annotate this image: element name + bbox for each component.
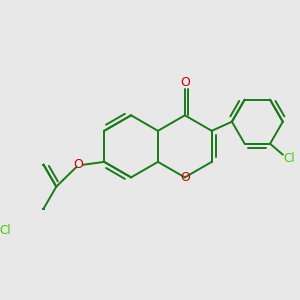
Text: O: O <box>180 171 190 184</box>
Text: O: O <box>74 158 84 171</box>
Text: O: O <box>180 76 190 89</box>
Text: Cl: Cl <box>0 224 11 237</box>
Text: Cl: Cl <box>284 152 295 165</box>
